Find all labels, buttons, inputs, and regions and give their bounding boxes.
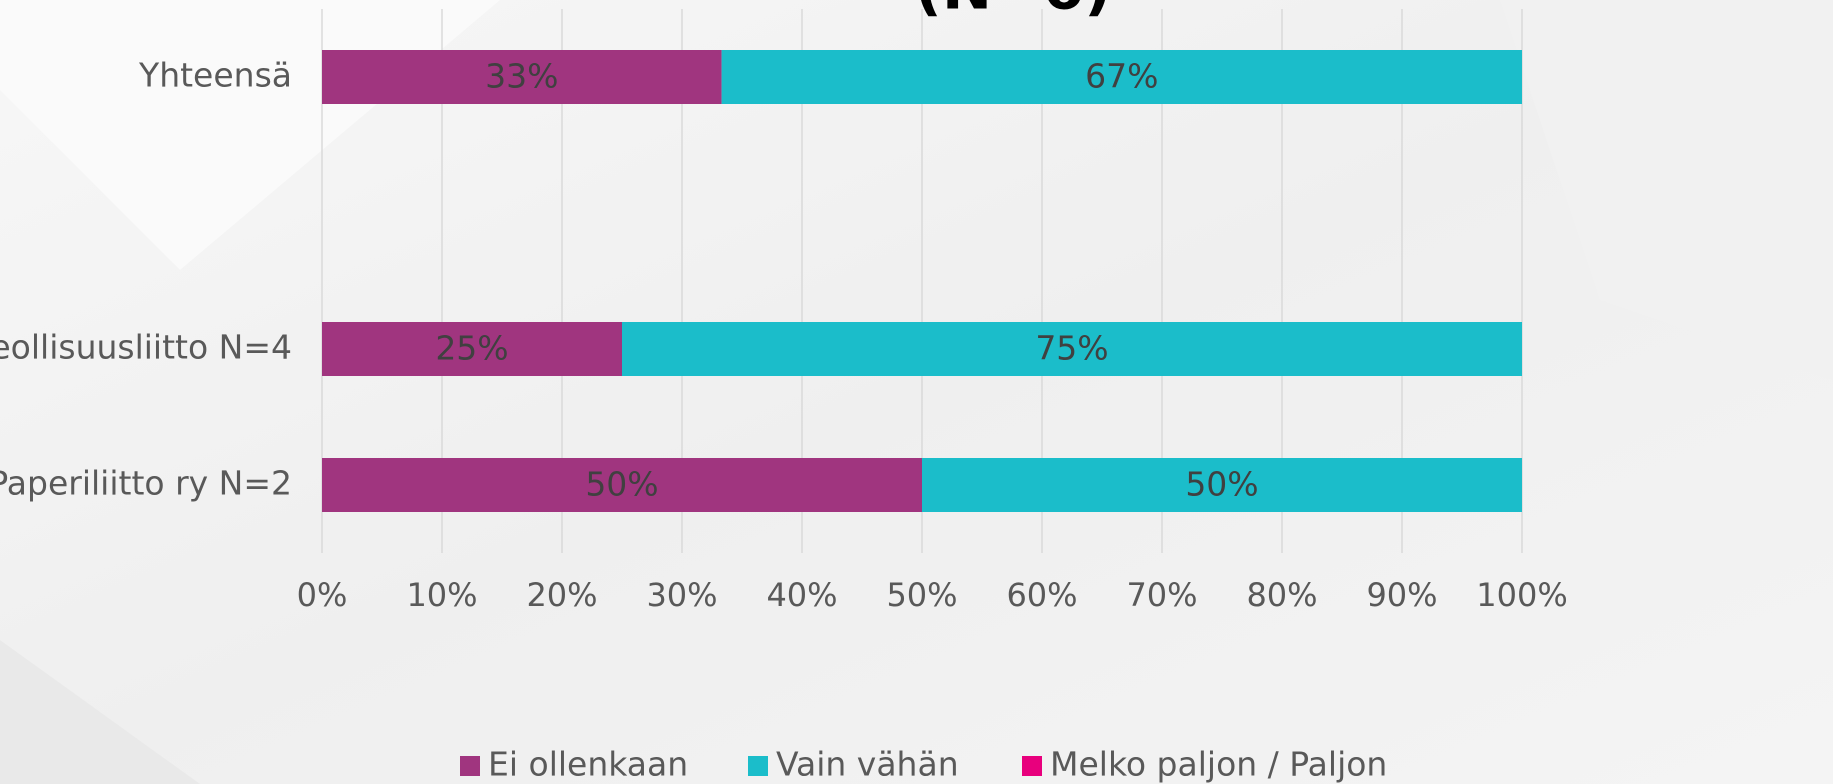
background-shape	[1500, 0, 1833, 380]
y-tick-label: Yhteensä	[138, 56, 292, 95]
data-label: 50%	[585, 465, 658, 504]
legend-label: Melko paljon / Paljon	[1050, 745, 1387, 784]
bar-segment	[922, 458, 1522, 512]
x-tick-label: 60%	[1006, 576, 1077, 614]
x-tick-label: 0%	[297, 576, 348, 614]
bar-segment	[322, 50, 722, 104]
background-shape	[0, 640, 200, 784]
data-label: 67%	[1085, 57, 1158, 96]
x-tick-label: 70%	[1126, 576, 1197, 614]
x-tick-label: 40%	[766, 576, 837, 614]
bar-segment	[721, 50, 1522, 104]
x-tick-label: 30%	[646, 576, 717, 614]
legend-swatch	[460, 756, 480, 776]
x-tick-label: 10%	[406, 576, 477, 614]
data-label: 33%	[485, 57, 558, 96]
bar-segment	[322, 458, 922, 512]
y-tick-label: Teollisuusliitto N=4	[0, 328, 292, 367]
data-label: 25%	[435, 329, 508, 368]
legend-label: Vain vähän	[776, 745, 959, 784]
x-tick-label: 80%	[1246, 576, 1317, 614]
data-label: 75%	[1035, 329, 1108, 368]
legend-label: Ei ollenkaan	[488, 745, 688, 784]
bar-segment	[622, 322, 1522, 376]
x-tick-label: 100%	[1476, 576, 1567, 614]
x-tick-label: 50%	[886, 576, 957, 614]
bar-segment	[322, 322, 622, 376]
y-tick-label: Paperiliitto ry N=2	[0, 464, 292, 503]
x-tick-label: 90%	[1366, 576, 1437, 614]
data-label: 50%	[1185, 465, 1258, 504]
x-tick-label: 20%	[526, 576, 597, 614]
chart-title: (N=6)	[914, 0, 1111, 24]
legend-swatch	[748, 756, 768, 776]
legend-swatch	[1022, 756, 1042, 776]
